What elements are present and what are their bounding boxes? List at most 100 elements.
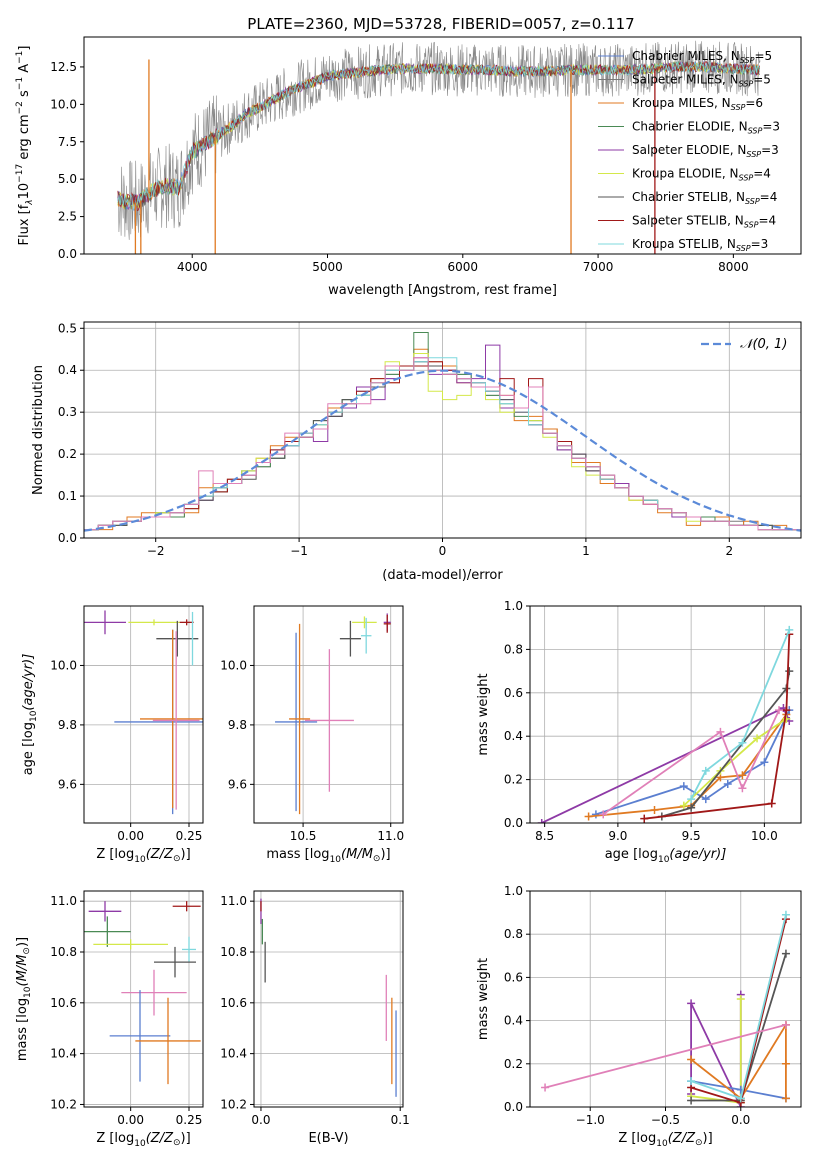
errorbar-point-chabrier-miles — [275, 632, 318, 812]
x-tick-label: 7000 — [583, 260, 614, 274]
mass-vs-metallicity-panel: 0.00 0.25 10.2 10.4 10.6 10.8 11.0 Z [log10(Z/Z… — [15, 890, 204, 1149]
weight-marker — [723, 779, 732, 788]
weight-marker — [775, 706, 784, 715]
x-tick-label: −0.5 — [651, 1113, 680, 1127]
x-tick-label: 5000 — [312, 260, 343, 274]
y-tick-label: 0.0 — [58, 531, 77, 545]
y-tick-label: 11.0 — [50, 894, 77, 908]
weight-line-salpeter-stelib — [690, 918, 787, 1104]
axes-frame — [253, 890, 404, 1108]
x-axis-label: mass [log10(M/M⊙)] — [266, 847, 390, 865]
y-tick-label: 10.0 — [50, 658, 77, 672]
age-vs-mass-panel: 10.5 11.0 9.6 9.8 10.0 mass [log10(M/M⊙)] — [220, 605, 404, 865]
y-tick-label: 0.0 — [504, 1100, 523, 1114]
x-tick-label: 6000 — [448, 260, 479, 274]
weight-marker — [760, 758, 769, 767]
y-tick-label: 10.2 — [50, 1097, 77, 1111]
y-tick-label: 9.8 — [228, 718, 247, 732]
y-tick-label: 0.0 — [58, 247, 77, 261]
weight-marker — [785, 667, 794, 676]
y-tick-label: 10.2 — [220, 1097, 247, 1111]
y-tick-label: 0.6 — [504, 970, 523, 984]
weight-marker — [687, 795, 696, 804]
weight-marker — [679, 782, 688, 791]
weight-line-salpeter-stelib — [644, 634, 791, 820]
weight-marker — [753, 734, 762, 743]
weight-marker — [701, 766, 710, 775]
y-axis-label: mass weight — [476, 958, 491, 1040]
errorbar-point-kroupa-miles — [289, 623, 311, 815]
errorbar-point-kroupa-miles — [135, 997, 201, 1085]
errorbar-point-salpeter-stelib — [383, 614, 391, 633]
weight-marker — [736, 995, 745, 1003]
y-tick-label: 0.2 — [58, 447, 77, 461]
gaussian-curve — [84, 369, 801, 532]
weight-marker — [781, 1094, 790, 1103]
x-tick-label: 0.0 — [731, 1113, 750, 1127]
y-axis-label: mass [log10(M/M⊙)] — [15, 937, 33, 1061]
y-tick-label: 10.0 — [50, 97, 77, 111]
axes-frame — [253, 605, 404, 824]
errorbar-point-extra-pink — [121, 969, 187, 1016]
y-tick-label: 10.6 — [220, 996, 247, 1010]
x-axis-label: Z [log10(Z/Z⊙)] — [618, 1131, 712, 1149]
x-tick-label: 10.5 — [290, 829, 317, 843]
x-tick-label: 1 — [582, 544, 590, 558]
y-tick-label: 9.6 — [58, 777, 77, 791]
x-tick-label: 0 — [439, 544, 447, 558]
y-tick-label: 0.2 — [504, 1057, 523, 1071]
y-axis-label: Flux [fλ10−17 erg cm−2 s−1 A−1] — [15, 46, 35, 246]
weight-line-kroupa-miles — [690, 1021, 787, 1100]
figure-title: PLATE=2360, MJD=53728, FIBERID=0057, z=0… — [247, 15, 634, 33]
errorbar-point-kroupa-elodie — [352, 616, 377, 629]
x-tick-label: 0.25 — [176, 829, 203, 843]
y-tick-label: 11.0 — [220, 894, 247, 908]
weight-marker — [640, 814, 649, 823]
weight-line-kroupa-elodie — [683, 718, 787, 807]
weight-line-extra-pink — [602, 709, 780, 816]
weight-marker — [736, 1094, 745, 1103]
x-axis-label: (data-model)/error — [382, 568, 503, 583]
weight-marker — [785, 625, 794, 634]
y-tick-label: 7.5 — [58, 135, 77, 149]
y-tick-label: 0.2 — [504, 773, 523, 787]
y-tick-label: 0.4 — [504, 1014, 523, 1028]
y-tick-label: 9.6 — [228, 777, 247, 791]
legend-entry: Salpeter ELODIE, NSSP=3 — [632, 143, 779, 159]
weight-marker — [701, 795, 710, 804]
mass-weight-vs-metallicity-panel: −1.0 −0.5 0.0 0.0 0.2 0.4 0.6 0.8 1.0 Z [log10(Z/… — [476, 884, 802, 1149]
legend-entry: Chabrier STELIB, NSSP=4 — [632, 190, 777, 206]
legend-entry: Salpeter MILES, NSSP=5 — [632, 73, 771, 89]
weight-line-kroupa-elodie — [690, 999, 742, 1104]
legend-entry: Kroupa MILES, NSSP=6 — [632, 96, 763, 112]
y-tick-label: 10.0 — [220, 658, 247, 672]
y-tick-label: 10.4 — [220, 1047, 247, 1061]
x-axis-label: age [log10(age/yr)] — [605, 847, 727, 865]
x-axis-label: Z [log10(Z/Z⊙)] — [96, 1131, 190, 1149]
x-axis-label: wavelength [Angstrom, rest frame] — [328, 283, 557, 298]
x-tick-label: −1 — [290, 544, 308, 558]
weight-marker — [687, 999, 696, 1008]
y-tick-label: 10.4 — [50, 1047, 77, 1061]
weight-marker — [687, 1096, 696, 1105]
errorbar-point-chabrier-elodie — [84, 916, 131, 947]
y-tick-label: 0.8 — [504, 642, 523, 656]
y-tick-label: 0.0 — [504, 816, 523, 830]
x-tick-label: −2 — [147, 544, 165, 558]
weight-marker — [591, 810, 600, 819]
y-tick-label: 9.8 — [58, 718, 77, 732]
weight-marker — [716, 727, 725, 736]
x-tick-label: 0.00 — [117, 1113, 144, 1127]
weight-marker — [599, 810, 608, 819]
x-tick-label: 10.0 — [751, 829, 778, 843]
weight-marker — [781, 1020, 790, 1029]
y-tick-label: 2.5 — [58, 210, 77, 224]
y-tick-label: 0.8 — [504, 927, 523, 941]
weight-line-kroupa-miles — [588, 713, 788, 818]
weight-marker — [650, 805, 659, 814]
mass-vs-ebv-panel: 0.0 0.1 10.2 10.4 10.6 10.8 11.0 E(B-V) — [220, 890, 410, 1146]
y-tick-label: 0.6 — [504, 686, 523, 700]
weight-marker — [738, 784, 747, 793]
residuals-histogram-panel: −2 −1 0 1 2 0.0 0.1 0.2 0.3 0.4 0.5 (data-model)/er… — [31, 321, 802, 583]
